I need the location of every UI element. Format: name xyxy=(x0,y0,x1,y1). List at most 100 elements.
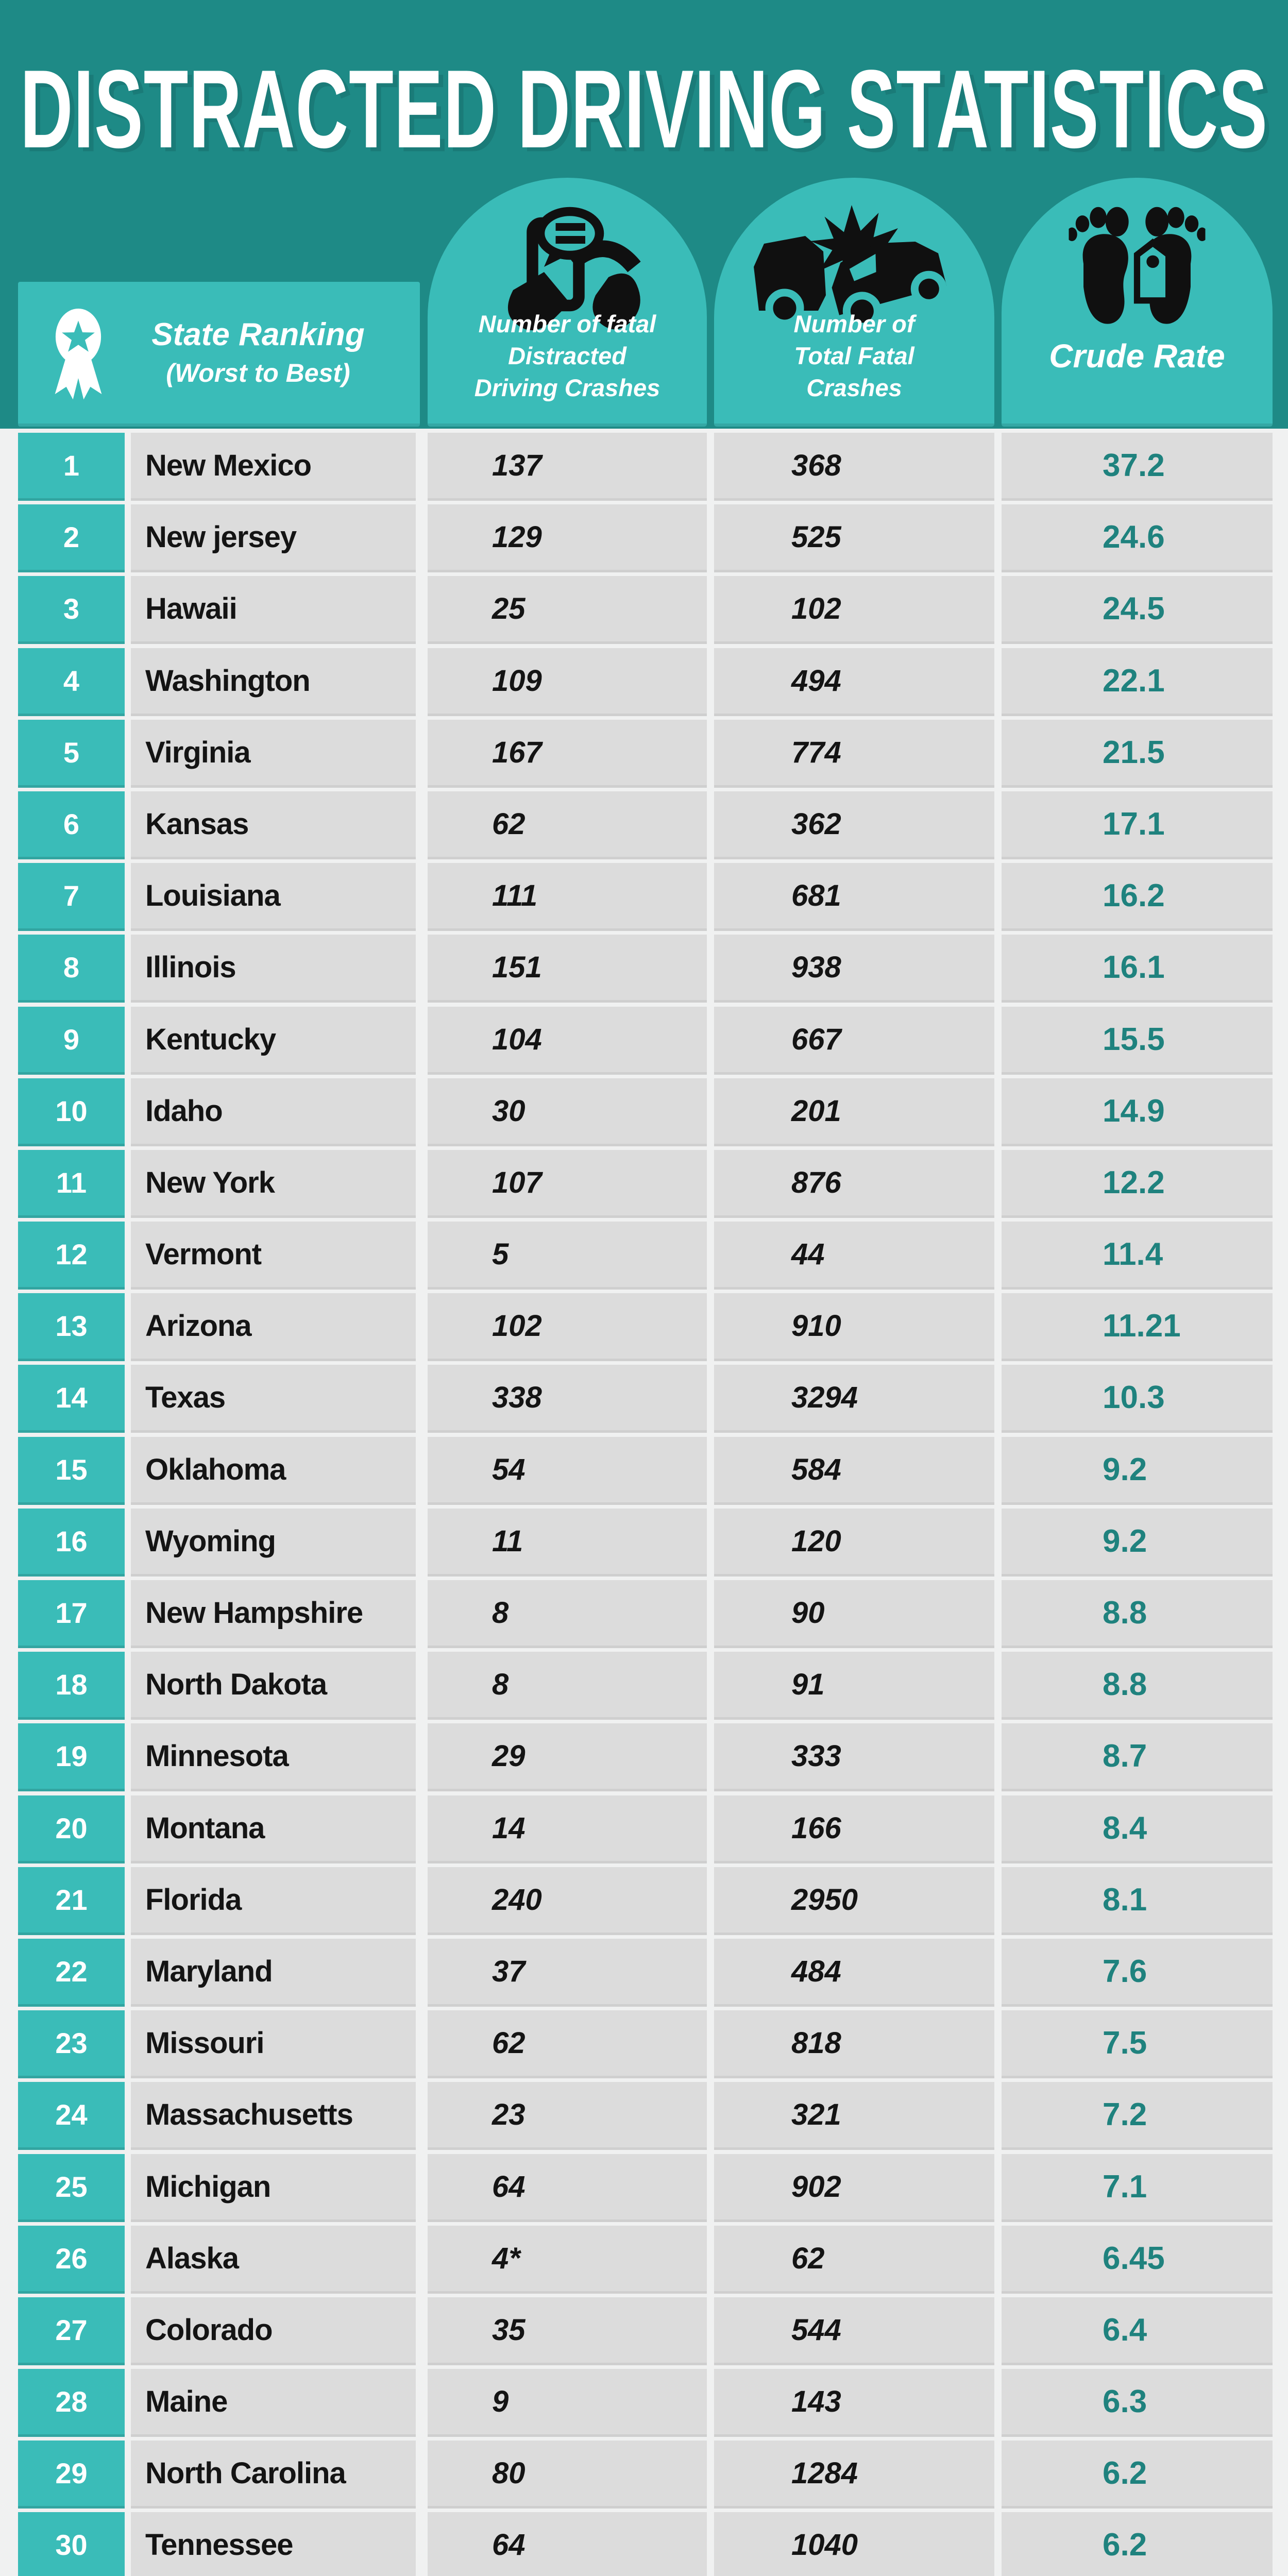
crude-rate-cell: 10.3 xyxy=(1002,1365,1273,1433)
state-name: North Dakota xyxy=(145,1668,327,1702)
total-crashes-cell: 902 xyxy=(714,2154,994,2222)
rank-number: 1 xyxy=(63,449,80,482)
rank-badge: 9 xyxy=(18,1006,125,1075)
state-name: Michigan xyxy=(145,2170,271,2204)
total-crashes-value: 494 xyxy=(791,664,841,698)
total-label-line3: Crashes xyxy=(806,374,902,401)
distracted-crashes-cell: 104 xyxy=(428,1006,707,1075)
crude-rate-cell: 15.5 xyxy=(1002,1006,1273,1075)
total-crashes-cell: 3294 xyxy=(714,1365,994,1433)
table-row: 22 Maryland 37 484 7.6 xyxy=(0,1938,1288,2007)
total-crashes-value: 368 xyxy=(791,449,841,482)
rank-badge: 1 xyxy=(18,433,125,501)
crude-rate-value: 17.1 xyxy=(1103,806,1165,842)
table-row: 26 Alaska 4* 62 6.45 xyxy=(0,2225,1288,2294)
crude-rate-cell: 8.8 xyxy=(1002,1652,1273,1720)
rank-number: 3 xyxy=(63,592,80,625)
crude-rate-cell: 6.45 xyxy=(1002,2225,1273,2294)
total-crashes-cell: 102 xyxy=(714,576,994,645)
column-header-total-crashes: Number of Total Fatal Crashes xyxy=(714,178,994,427)
crude-rate-cell: 6.2 xyxy=(1002,2512,1273,2576)
total-crashes-cell: 876 xyxy=(714,1149,994,1218)
rank-number: 27 xyxy=(55,2313,88,2346)
total-crashes-cell: 938 xyxy=(714,935,994,1003)
total-crashes-value: 102 xyxy=(791,592,841,626)
total-crashes-cell: 333 xyxy=(714,1723,994,1792)
distracted-crashes-cell: 14 xyxy=(428,1795,707,1863)
distracted-crashes-cell: 5 xyxy=(428,1222,707,1290)
state-name: New York xyxy=(145,1165,275,1199)
rank-number: 12 xyxy=(55,1238,88,1271)
table-row: 4 Washington 109 494 22.1 xyxy=(0,648,1288,716)
rank-number: 29 xyxy=(55,2457,88,2490)
total-crashes-cell: 1284 xyxy=(714,2441,994,2509)
crude-rate-value: 11.4 xyxy=(1103,1236,1163,1273)
distracted-crashes-value: 9 xyxy=(492,2385,509,2419)
total-crashes-value: 902 xyxy=(791,2170,841,2204)
state-name: Illinois xyxy=(145,951,236,985)
rank-number: 2 xyxy=(63,521,80,554)
page-title: DISTRACTED DRIVING STATISTICS xyxy=(20,47,1268,172)
state-name: Florida xyxy=(145,1883,242,1917)
total-crashes-cell: 62 xyxy=(714,2225,994,2294)
rank-badge: 27 xyxy=(18,2297,125,2365)
table-row: 29 North Carolina 80 1284 6.2 xyxy=(0,2441,1288,2509)
state-cell: Texas xyxy=(131,1365,416,1433)
distracted-crashes-cell: 107 xyxy=(428,1149,707,1218)
total-crashes-value: 584 xyxy=(791,1452,841,1486)
total-crashes-value: 1284 xyxy=(791,2456,858,2490)
state-name: Kentucky xyxy=(145,1022,276,1056)
table-row: 24 Massachusetts 23 321 7.2 xyxy=(0,2082,1288,2150)
crude-rate-cell: 21.5 xyxy=(1002,719,1273,788)
rank-number: 7 xyxy=(63,879,80,912)
rank-number: 6 xyxy=(63,807,80,840)
state-cell: New Mexico xyxy=(131,433,416,501)
distracted-crashes-value: 102 xyxy=(492,1309,542,1343)
distracted-crashes-value: 64 xyxy=(492,2170,526,2204)
total-crashes-value: 91 xyxy=(791,1668,825,1702)
state-cell: Colorado xyxy=(131,2297,416,2365)
rank-number: 8 xyxy=(63,951,80,984)
table-row: 28 Maine 9 143 6.3 xyxy=(0,2369,1288,2437)
state-name: Arizona xyxy=(145,1309,252,1343)
table-row: 16 Wyoming 11 120 9.2 xyxy=(0,1508,1288,1577)
car-crash-icon xyxy=(751,202,957,344)
state-cell: Kansas xyxy=(131,791,416,859)
distracted-crashes-value: 338 xyxy=(492,1381,542,1415)
crude-rate-cell: 8.1 xyxy=(1002,1867,1273,1935)
crude-rate-value: 6.2 xyxy=(1103,2527,1147,2563)
total-crashes-value: 321 xyxy=(791,2098,841,2132)
distracted-crashes-value: 240 xyxy=(492,1883,542,1917)
rank-number: 14 xyxy=(55,1381,88,1414)
distracted-crashes-value: 5 xyxy=(492,1238,509,1272)
rank-number: 24 xyxy=(55,2098,88,2131)
distracted-label-line2: Distracted xyxy=(508,342,626,369)
rank-number: 15 xyxy=(55,1453,88,1486)
total-crashes-value: 44 xyxy=(791,1238,825,1272)
crude-rate-value: 9.2 xyxy=(1103,1451,1147,1487)
state-name: Washington xyxy=(145,664,311,698)
total-crashes-cell: 362 xyxy=(714,791,994,859)
total-crashes-cell: 681 xyxy=(714,863,994,931)
state-cell: Alaska xyxy=(131,2225,416,2294)
rank-badge: 11 xyxy=(18,1149,125,1218)
crude-rate-value: 6.45 xyxy=(1103,2240,1165,2276)
total-crashes-cell: 166 xyxy=(714,1795,994,1863)
distracted-crashes-value: 14 xyxy=(492,1811,526,1845)
state-cell: New jersey xyxy=(131,504,416,573)
total-crashes-cell: 910 xyxy=(714,1293,994,1362)
state-cell: Michigan xyxy=(131,2154,416,2222)
total-crashes-value: 818 xyxy=(791,2026,841,2060)
total-crashes-value: 910 xyxy=(791,1309,841,1343)
distracted-crashes-value: 109 xyxy=(492,664,542,698)
state-cell: Montana xyxy=(131,1795,416,1863)
total-crashes-value: 362 xyxy=(791,807,841,841)
state-name: Idaho xyxy=(145,1094,223,1128)
table-row: 1 New Mexico 137 368 37.2 xyxy=(0,433,1288,501)
crude-rate-cell: 6.4 xyxy=(1002,2297,1273,2365)
rank-number: 17 xyxy=(55,1597,88,1629)
crude-rate-cell: 7.1 xyxy=(1002,2154,1273,2222)
distracted-crashes-cell: 8 xyxy=(428,1652,707,1720)
rank-number: 10 xyxy=(55,1094,88,1127)
